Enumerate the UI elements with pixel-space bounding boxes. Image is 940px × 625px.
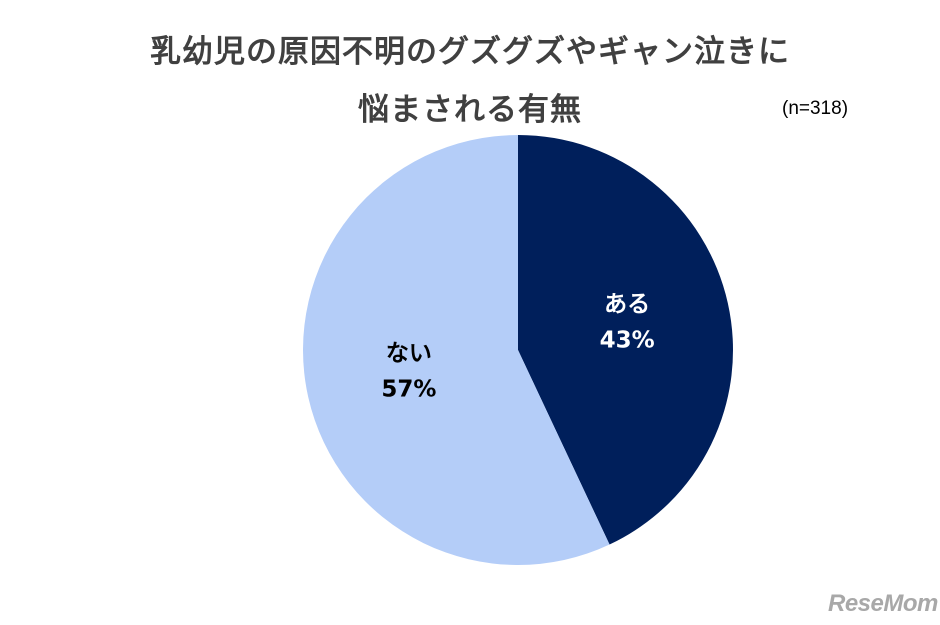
slice-category-label-2: ない <box>386 340 432 366</box>
resemom-logo: ReseMom <box>828 590 938 617</box>
slice-value-label-1: 43% <box>600 328 655 354</box>
slice-category-label-1: ある <box>604 292 650 318</box>
pie-slice-1 <box>518 135 733 545</box>
pie-slice-2 <box>303 135 610 565</box>
sample-size-label: (n=318) <box>782 98 849 119</box>
chart-title-line-2: 悩まされる有無 <box>358 92 582 128</box>
slice-value-label-2: 57% <box>381 376 436 402</box>
chart-title-line-1: 乳幼児の原因不明のグズグズやギャン泣きに <box>150 34 790 70</box>
